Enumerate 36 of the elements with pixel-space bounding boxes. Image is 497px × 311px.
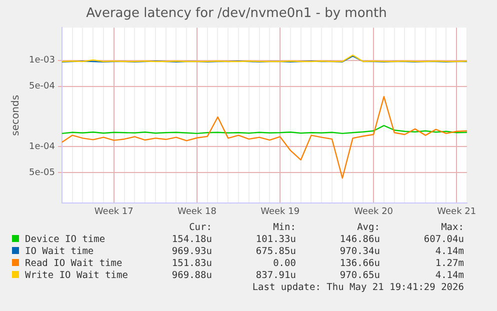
- text: 146.86u: [338, 234, 380, 246]
- y-axis-title: seconds: [10, 94, 22, 136]
- legend-label: Write IO Wait time: [24, 270, 128, 282]
- x-tick-label: Week 20: [354, 206, 394, 217]
- text: 607.04u: [422, 234, 464, 246]
- y-tick-label: 5e-04: [28, 82, 56, 92]
- y-tick-label: 5e-05: [28, 168, 55, 178]
- text: Min:: [272, 222, 296, 234]
- text: 970.34u: [338, 246, 380, 258]
- text: Max:: [440, 222, 464, 234]
- chart-title: Average latency for /dev/nvme0n1 - by month: [86, 6, 387, 22]
- text: 101.33u: [254, 234, 296, 246]
- text: 837.91u: [254, 270, 296, 282]
- x-tick-label: Week 19: [260, 206, 300, 217]
- legend-label: Read IO Wait time: [24, 258, 124, 270]
- text: Cur:: [188, 222, 212, 234]
- text: Avg:: [356, 222, 380, 234]
- text: 969.93u: [170, 246, 212, 258]
- text: 154.18u: [170, 234, 212, 246]
- text: 151.83u: [170, 258, 212, 270]
- y-tick-label: 1e-04: [28, 142, 56, 152]
- text: 970.65u: [338, 270, 380, 282]
- legend-label: Device IO time: [24, 234, 106, 246]
- text: 675.85u: [254, 246, 296, 258]
- text: 969.88u: [170, 270, 212, 282]
- text: Last update: Thu May 21 19:41:29 2026: [251, 282, 464, 294]
- text: 136.66u: [338, 258, 380, 270]
- text: 0.00: [272, 258, 296, 270]
- x-tick-label: Week 18: [177, 206, 217, 217]
- x-tick-label: Week 21: [437, 206, 476, 217]
- x-tick-label: Week 17: [94, 206, 134, 217]
- text: 1.27m: [434, 258, 464, 270]
- text: 4.14m: [434, 270, 464, 282]
- text: 4.14m: [434, 246, 464, 258]
- y-tick-label: 1e-03: [28, 56, 55, 66]
- legend-label: IO Wait time: [24, 246, 95, 258]
